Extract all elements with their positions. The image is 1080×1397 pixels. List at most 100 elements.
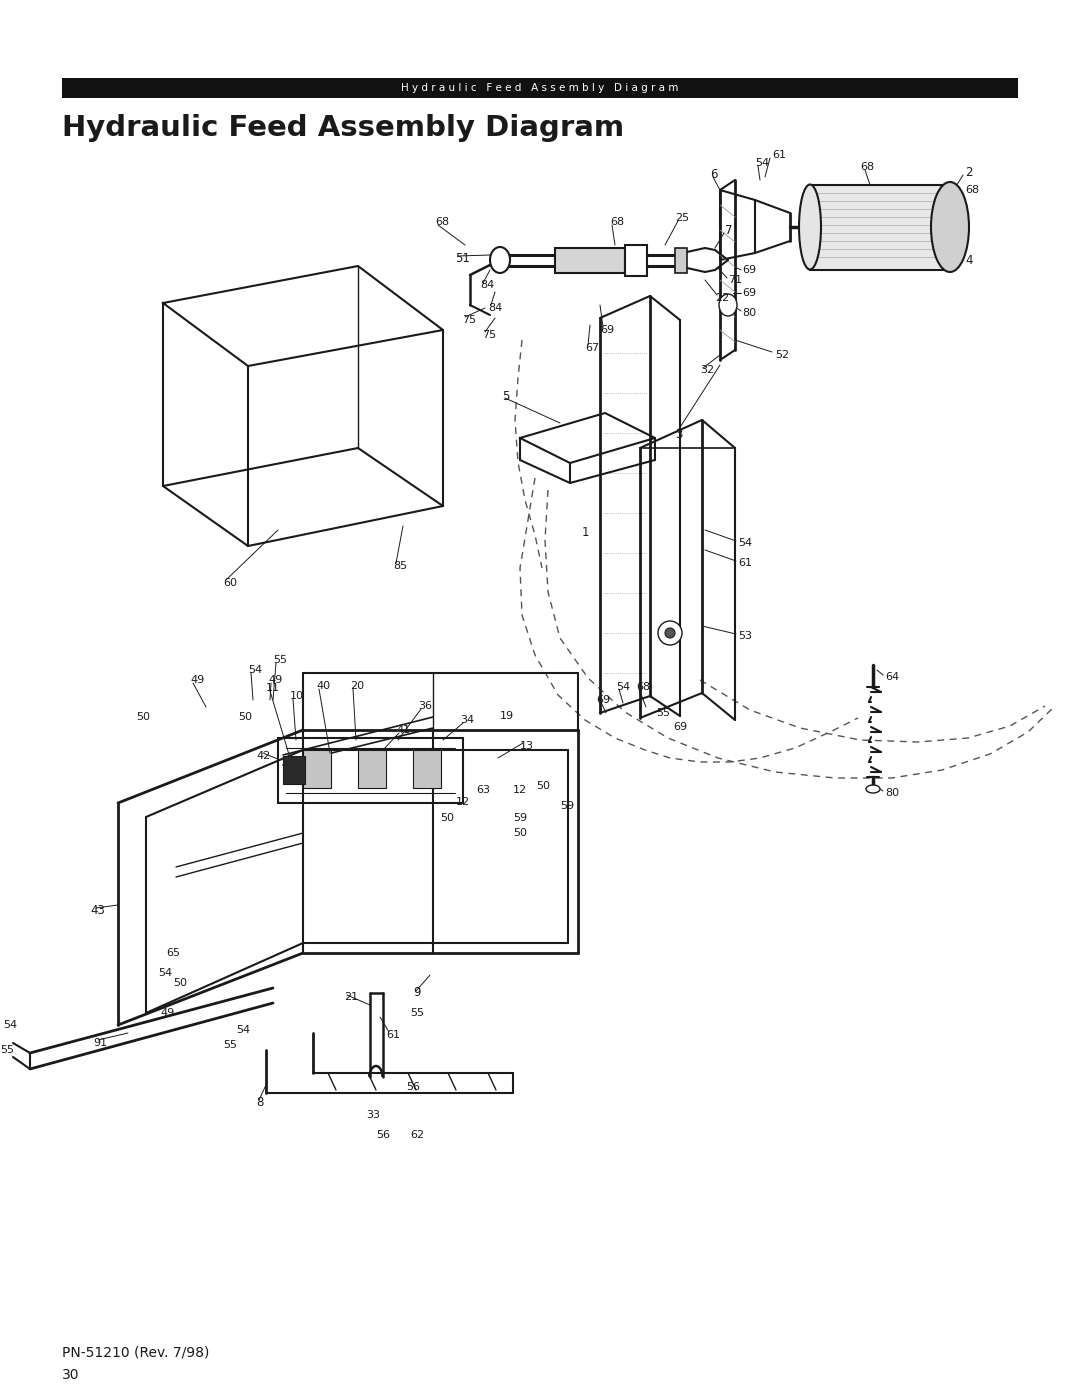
Text: 50: 50 [513, 828, 527, 838]
Text: 25: 25 [675, 212, 689, 224]
Text: 63: 63 [476, 785, 490, 795]
Text: 61: 61 [386, 1030, 400, 1039]
Text: 1: 1 [582, 527, 590, 539]
Text: 69: 69 [596, 694, 610, 705]
Text: 84: 84 [480, 279, 495, 291]
Bar [283, 756, 305, 784]
Text: 56: 56 [376, 1130, 390, 1140]
Text: 49: 49 [190, 675, 204, 685]
Text: 34: 34 [460, 715, 474, 725]
Text: 22: 22 [715, 293, 729, 303]
Text: 21: 21 [345, 992, 359, 1002]
Text: 50: 50 [173, 978, 187, 988]
Text: H y d r a u l i c   F e e d   A s s e m b l y   D i a g r a m: H y d r a u l i c F e e d A s s e m b l … [402, 82, 678, 94]
Text: 55: 55 [0, 1045, 14, 1055]
Text: 54: 54 [158, 968, 172, 978]
Ellipse shape [665, 629, 675, 638]
Text: 33: 33 [366, 1111, 380, 1120]
Text: 13: 13 [519, 740, 534, 752]
Text: 10: 10 [291, 692, 303, 701]
Text: 50: 50 [536, 781, 550, 791]
Text: 50: 50 [238, 712, 252, 722]
Text: 54: 54 [248, 665, 262, 675]
Text: 55: 55 [410, 1009, 424, 1018]
Text: 68: 68 [435, 217, 449, 226]
Text: 62: 62 [410, 1130, 424, 1140]
Text: 8: 8 [256, 1097, 264, 1109]
Text: 50: 50 [440, 813, 454, 823]
Text: 55: 55 [656, 708, 670, 718]
Text: 71: 71 [728, 275, 742, 285]
Text: 68: 68 [860, 162, 874, 172]
Text: 67: 67 [585, 344, 599, 353]
Text: Hydraulic Feed Assembly Diagram: Hydraulic Feed Assembly Diagram [62, 115, 624, 142]
Text: 20: 20 [350, 680, 364, 692]
Text: 41: 41 [396, 725, 410, 735]
Bar [357, 750, 386, 788]
Text: 52: 52 [775, 351, 789, 360]
Bar [303, 750, 330, 788]
Text: 59: 59 [513, 813, 527, 823]
Text: 64: 64 [885, 672, 900, 682]
Text: 68: 68 [636, 682, 650, 692]
Text: 68: 68 [966, 184, 980, 196]
Text: 40: 40 [316, 680, 330, 692]
Ellipse shape [658, 622, 681, 645]
Text: 61: 61 [772, 149, 786, 161]
Bar [62, 78, 1018, 98]
Text: 91: 91 [93, 1038, 107, 1048]
Text: 30: 30 [62, 1368, 80, 1382]
Text: 53: 53 [738, 631, 752, 641]
Text: 69: 69 [742, 265, 756, 275]
Ellipse shape [931, 182, 969, 272]
Text: 43: 43 [90, 904, 105, 916]
Text: 65: 65 [166, 949, 180, 958]
Bar [675, 249, 687, 272]
Text: 80: 80 [742, 307, 756, 319]
Text: 32: 32 [700, 365, 714, 374]
Text: 54: 54 [755, 158, 769, 168]
Text: 36: 36 [418, 701, 432, 711]
Bar [413, 750, 441, 788]
Text: 54: 54 [237, 1025, 251, 1035]
Text: 9: 9 [413, 986, 420, 999]
Text: 75: 75 [462, 314, 476, 326]
Text: 69: 69 [673, 722, 687, 732]
Text: 54: 54 [738, 538, 752, 548]
Text: 54: 54 [3, 1020, 17, 1030]
Bar [555, 249, 625, 272]
Text: PN-51210 (Rev. 7/98): PN-51210 (Rev. 7/98) [62, 1345, 210, 1359]
Text: 60: 60 [222, 578, 237, 588]
Text: 12: 12 [456, 798, 470, 807]
Ellipse shape [799, 184, 821, 270]
Text: 55: 55 [222, 1039, 237, 1051]
Bar [625, 244, 647, 277]
Text: 11: 11 [266, 683, 280, 693]
Text: 12: 12 [513, 785, 527, 795]
Text: 3: 3 [675, 429, 683, 441]
Ellipse shape [490, 247, 510, 272]
Text: 50: 50 [136, 712, 150, 722]
Bar [810, 184, 950, 270]
Text: 5: 5 [502, 390, 510, 402]
Text: 61: 61 [738, 557, 752, 569]
Text: 56: 56 [406, 1083, 420, 1092]
Text: 6: 6 [710, 169, 717, 182]
Text: 54: 54 [616, 682, 630, 692]
Text: 49: 49 [268, 675, 282, 685]
Text: 49: 49 [160, 1009, 174, 1018]
Text: 42: 42 [256, 752, 270, 761]
Text: 19: 19 [500, 711, 514, 721]
Text: 85: 85 [393, 562, 407, 571]
Text: 69: 69 [742, 288, 756, 298]
Text: 4: 4 [966, 253, 972, 267]
Text: 55: 55 [273, 655, 287, 665]
Text: 69: 69 [600, 326, 615, 335]
Ellipse shape [719, 293, 737, 316]
Text: 2: 2 [966, 166, 972, 179]
Text: 75: 75 [482, 330, 496, 339]
Text: 7: 7 [725, 224, 732, 236]
Text: 84: 84 [488, 303, 502, 313]
Text: 59: 59 [561, 800, 575, 812]
Text: 68: 68 [610, 217, 624, 226]
